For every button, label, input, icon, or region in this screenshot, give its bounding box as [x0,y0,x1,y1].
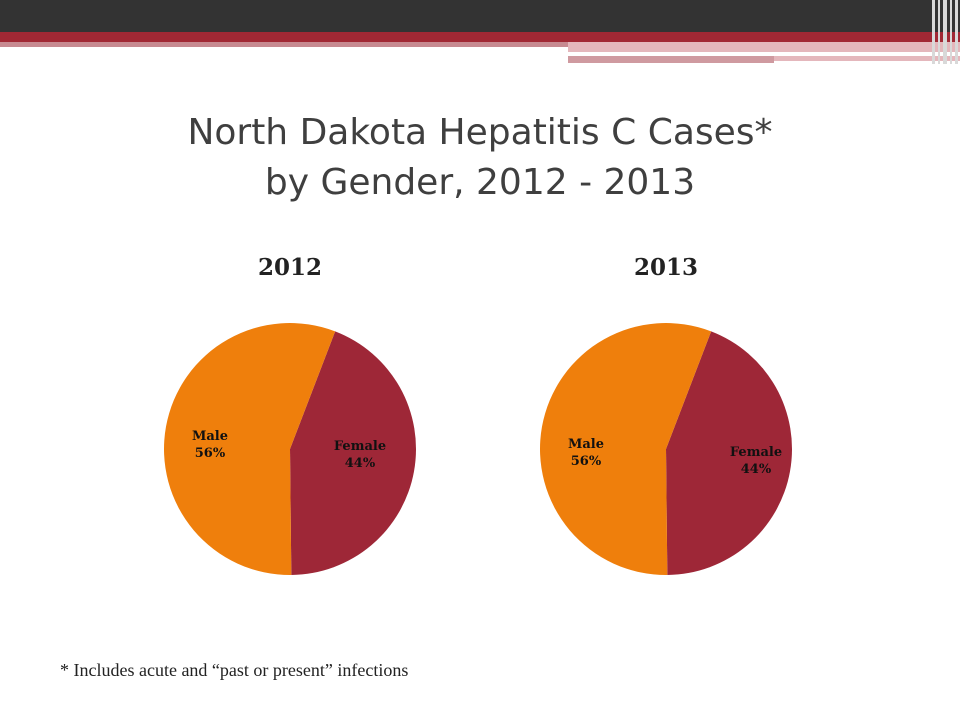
slice-label-female: Female [730,445,782,460]
pie-chart-2012: Male 56% Female 44% [164,323,417,575]
header-red-bar [0,32,960,42]
header-pink-bar [0,42,568,47]
chart-title-2012: 2012 [257,254,322,281]
slice-value-female: 44% [741,462,772,477]
pie-slice-female [290,331,417,575]
header-pink-bar [774,56,960,61]
slice-label-male: Male [192,429,228,444]
slice-label-male: Male [568,437,604,452]
slice-value-male: 56% [571,454,602,469]
pie-slice-male [540,323,712,575]
slide-title-line1: North Dakota Hepatitis C Cases* [187,112,773,153]
slide-title-line2: by Gender, 2012 - 2013 [264,162,696,203]
header-pink-bar [568,42,960,52]
header-dark-bar [0,0,960,32]
slice-value-male: 56% [195,446,226,461]
pie-slice-male [164,323,336,575]
chart-title-2013: 2013 [633,254,698,281]
pie-slice-female [666,331,793,575]
slide-title: North Dakota Hepatitis C Cases* by Gende… [130,108,830,208]
header-pink-bar [568,56,774,63]
footnote: * Includes acute and “past or present” i… [60,660,409,680]
pie-chart-2013: Male 56% Female 44% [540,323,793,575]
header-stripes [928,0,960,64]
slice-label-female: Female [334,439,386,454]
slice-value-female: 44% [345,456,376,471]
